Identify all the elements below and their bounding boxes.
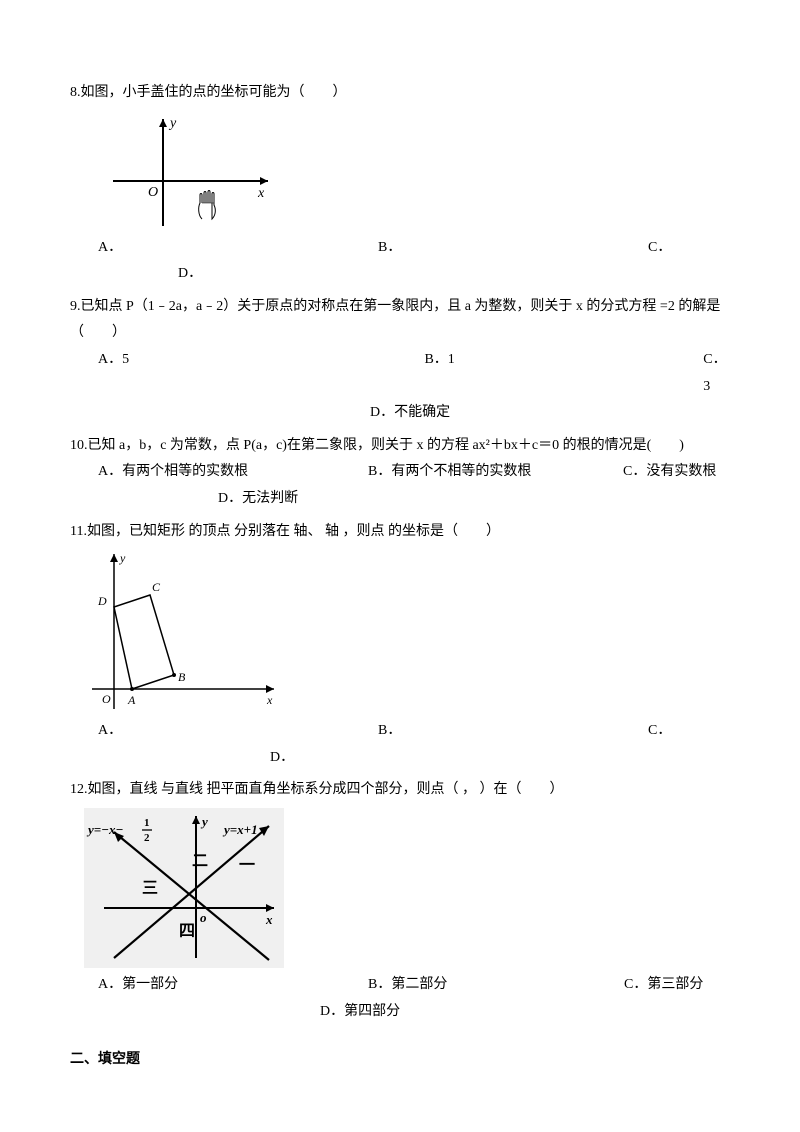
- label-o: o: [200, 910, 207, 925]
- q10-opt-b[interactable]: B．有两个不相等的实数根: [368, 459, 623, 486]
- q11-figure: O x y A B C D: [84, 549, 730, 714]
- region-two: 二: [192, 853, 208, 870]
- label-y: y: [119, 551, 126, 565]
- q8-opt-c[interactable]: C．: [648, 235, 671, 262]
- q11-opt-a[interactable]: A．: [98, 718, 378, 745]
- label-D: D: [97, 594, 107, 608]
- q12-opt-c[interactable]: C．第三部分: [624, 972, 703, 999]
- q12-svg: 一 二 三 四 o x y y=x+1 y=−x− 1 2: [84, 808, 284, 968]
- q12-opt-b[interactable]: B．第二部分: [368, 972, 624, 999]
- q11-opt-c[interactable]: C．: [648, 718, 671, 745]
- q12-opts-row1: A．第一部分 B．第二部分 C．第三部分: [70, 972, 730, 999]
- label-O: O: [102, 692, 111, 706]
- q8-opt-d[interactable]: D．: [178, 261, 730, 288]
- label-y: y: [200, 814, 208, 829]
- eq-2: y=x+1: [222, 822, 258, 837]
- question-11: 11.如图，已知矩形 的顶点 分别落在 轴、 轴 ，则点 的坐标是（ ） O x…: [70, 519, 730, 772]
- q10-opts-row1: A．有两个相等的实数根 B．有两个不相等的实数根 C．没有实数根: [70, 459, 730, 486]
- eq-1: y=−x−: [86, 822, 124, 837]
- q8-opt-a[interactable]: A．: [98, 235, 378, 262]
- q9-opts-row1: A．5 B．1 C．3: [70, 347, 730, 400]
- label-x: x: [257, 186, 265, 201]
- region-one: 一: [239, 857, 255, 874]
- question-8: 8.如图，小手盖住的点的坐标可能为（ ） O x y A． B． C． D．: [70, 80, 730, 288]
- label-x: x: [266, 693, 273, 707]
- q9-opt-b[interactable]: B．1: [424, 347, 703, 400]
- section-2-title: 二、填空题: [70, 1047, 730, 1074]
- region-four: 四: [179, 923, 195, 940]
- hand-icon: [199, 190, 216, 219]
- q8-figure: O x y: [108, 111, 730, 231]
- q11-prompt: 11.如图，已知矩形 的顶点 分别落在 轴、 轴 ，则点 的坐标是（ ）: [70, 519, 730, 546]
- question-9: 9.已知点 P（1﹣2a，a﹣2）关于原点的对称点在第一象限内，且 a 为整数，…: [70, 294, 730, 427]
- q12-prompt: 12.如图，直线 与直线 把平面直角坐标系分成四个部分，则点（ ， ）在（ ）: [70, 777, 730, 804]
- q10-opt-d[interactable]: D．无法判断: [218, 486, 730, 513]
- q10-opt-c[interactable]: C．没有实数根: [623, 459, 716, 486]
- q12-opt-a[interactable]: A．第一部分: [98, 972, 368, 999]
- label-y: y: [168, 116, 177, 131]
- q9-opt-d[interactable]: D．不能确定: [370, 400, 730, 427]
- q11-opts-row1: A． B． C．: [70, 718, 730, 745]
- q9-opt-a[interactable]: A．5: [98, 347, 424, 400]
- label-O: O: [148, 185, 158, 200]
- q10-prompt: 10.已知 a，b，c 为常数，点 P(a，c)在第二象限，则关于 x 的方程 …: [70, 433, 730, 460]
- question-12: 12.如图，直线 与直线 把平面直角坐标系分成四个部分，则点（ ， ）在（ ） …: [70, 777, 730, 1025]
- q12-opt-d[interactable]: D．第四部分: [320, 999, 730, 1026]
- q11-opt-b[interactable]: B．: [378, 718, 648, 745]
- region-three: 三: [142, 880, 158, 897]
- q11-opt-d[interactable]: D．: [270, 745, 730, 772]
- q12-figure: 一 二 三 四 o x y y=x+1 y=−x− 1 2: [84, 808, 730, 968]
- eq-1-num: 1: [144, 817, 150, 829]
- label-A: A: [127, 693, 136, 707]
- q11-svg: O x y A B C D: [84, 549, 284, 714]
- q9-prompt: 9.已知点 P（1﹣2a，a﹣2）关于原点的对称点在第一象限内，且 a 为整数，…: [70, 294, 730, 347]
- q10-opt-a[interactable]: A．有两个相等的实数根: [98, 459, 368, 486]
- eq-1-den: 2: [144, 832, 150, 844]
- q8-svg: O x y: [108, 111, 278, 231]
- q8-opt-b[interactable]: B．: [378, 235, 648, 262]
- label-x: x: [265, 912, 273, 927]
- q8-prompt: 8.如图，小手盖住的点的坐标可能为（ ）: [70, 80, 730, 107]
- q8-opts-row1: A． B． C．: [70, 235, 730, 262]
- q9-opt-c[interactable]: C．3: [703, 347, 730, 400]
- question-10: 10.已知 a，b，c 为常数，点 P(a，c)在第二象限，则关于 x 的方程 …: [70, 433, 730, 513]
- label-C: C: [152, 580, 161, 594]
- label-B: B: [178, 670, 186, 684]
